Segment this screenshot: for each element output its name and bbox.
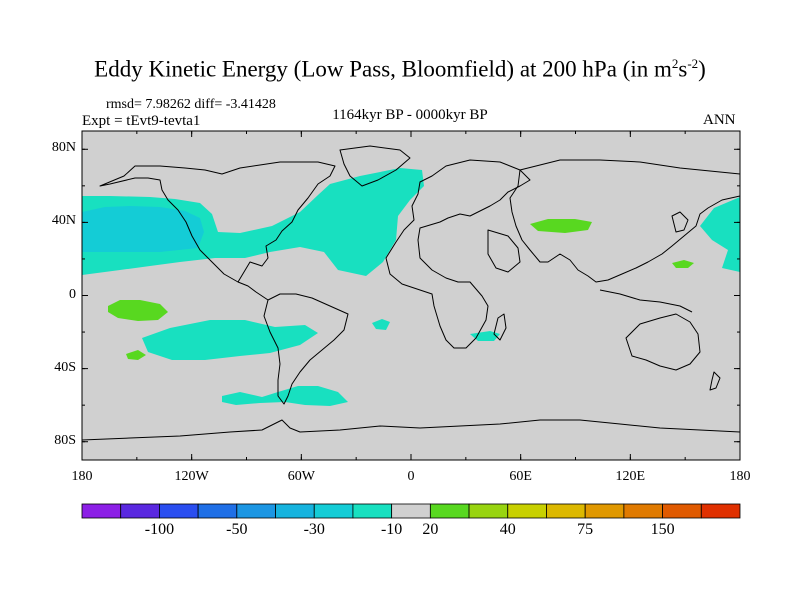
colorbar-box	[391, 503, 431, 519]
colorbar-box	[120, 503, 160, 519]
colorbar-box	[468, 503, 509, 519]
north-america-outline	[99, 161, 336, 283]
lat-tick-label: 80N	[51, 140, 76, 156]
australia-outline	[625, 313, 701, 371]
colorbar-box	[623, 503, 663, 519]
colorbar-label: -10	[380, 521, 403, 538]
lat-ticks	[82, 148, 740, 443]
japan-outline	[671, 211, 689, 233]
contour-negative-south-pacific	[142, 320, 318, 360]
lon-ticks	[81, 131, 741, 460]
colorbar-label: -30	[303, 521, 325, 538]
season-label: ANN	[703, 112, 736, 128]
anomaly-contours	[82, 168, 740, 406]
period-label: 1164kyr BP - 0000kyr BP	[332, 107, 488, 123]
colorbar-box	[313, 503, 354, 519]
colorbar-label: 75	[577, 521, 594, 538]
plot-title: Eddy Kinetic Energy (Low Pass, Bloomfiel…	[94, 56, 706, 82]
colorbar-label: -100	[144, 521, 175, 538]
contour-negative-southern-ocean	[222, 386, 348, 406]
colorbar-box	[275, 503, 315, 519]
colorbar-box	[197, 503, 238, 519]
coastlines	[82, 145, 740, 441]
contour-positive-central-asia	[530, 219, 592, 233]
colorbar	[81, 503, 741, 519]
colorbar-label: 150	[650, 521, 675, 538]
antarctica-outline	[82, 419, 740, 441]
colorbar-box	[81, 503, 122, 519]
colorbar-box	[700, 503, 741, 519]
colorbar-label: 40	[499, 521, 516, 538]
colorbar-box	[159, 503, 199, 519]
colorbar-box	[429, 503, 470, 519]
lon-tick-label: 60W	[287, 469, 315, 484]
asia-outline	[509, 159, 740, 283]
lon-tick-label: 0	[407, 469, 415, 484]
colorbar-box	[236, 503, 276, 519]
europe-africa-outline	[385, 159, 531, 349]
colorbar-label: 20	[422, 521, 439, 538]
arabia-outline	[487, 229, 521, 273]
contour-negative-south-atlantic-small	[372, 319, 390, 330]
colorbar-box	[507, 503, 547, 519]
colorbar-label: -50	[226, 521, 248, 538]
lon-tick-label: 180	[71, 469, 93, 484]
colorbar-box	[662, 503, 702, 519]
new-zealand-outline	[709, 371, 721, 391]
lat-tick-label: 40S	[54, 359, 76, 375]
contour-negative-west-pacific	[700, 197, 740, 272]
colorbar-box	[352, 503, 393, 519]
lat-tick-label: 40N	[51, 213, 76, 229]
greenland-outline	[339, 145, 411, 187]
stats-text: rmsd= 7.98262 diff= -3.41428	[106, 97, 276, 112]
colorbar-box	[546, 503, 586, 519]
experiment-label: Expt = tEvt9-tevta1	[82, 113, 201, 129]
indonesia-outline	[599, 289, 693, 313]
contour-positive-west-pacific	[672, 260, 694, 268]
lat-tick-label: 0	[69, 286, 76, 302]
lon-tick-label: 120E	[615, 469, 646, 484]
colorbar-box	[584, 503, 625, 519]
south-america-outline	[263, 293, 349, 405]
contour-negative-indian-ocean	[470, 331, 500, 341]
contour-darker-pacific	[82, 206, 204, 252]
lon-tick-label: 180	[729, 469, 751, 484]
lat-tick-label: 80S	[54, 432, 76, 448]
madagascar-outline	[493, 313, 507, 341]
contour-positive-south-pacific-small	[126, 350, 146, 360]
lon-tick-label: 60E	[509, 469, 532, 484]
contour-positive-east-pacific	[108, 300, 168, 321]
lon-tick-label: 120W	[174, 469, 209, 484]
central-america-outline	[237, 281, 269, 301]
